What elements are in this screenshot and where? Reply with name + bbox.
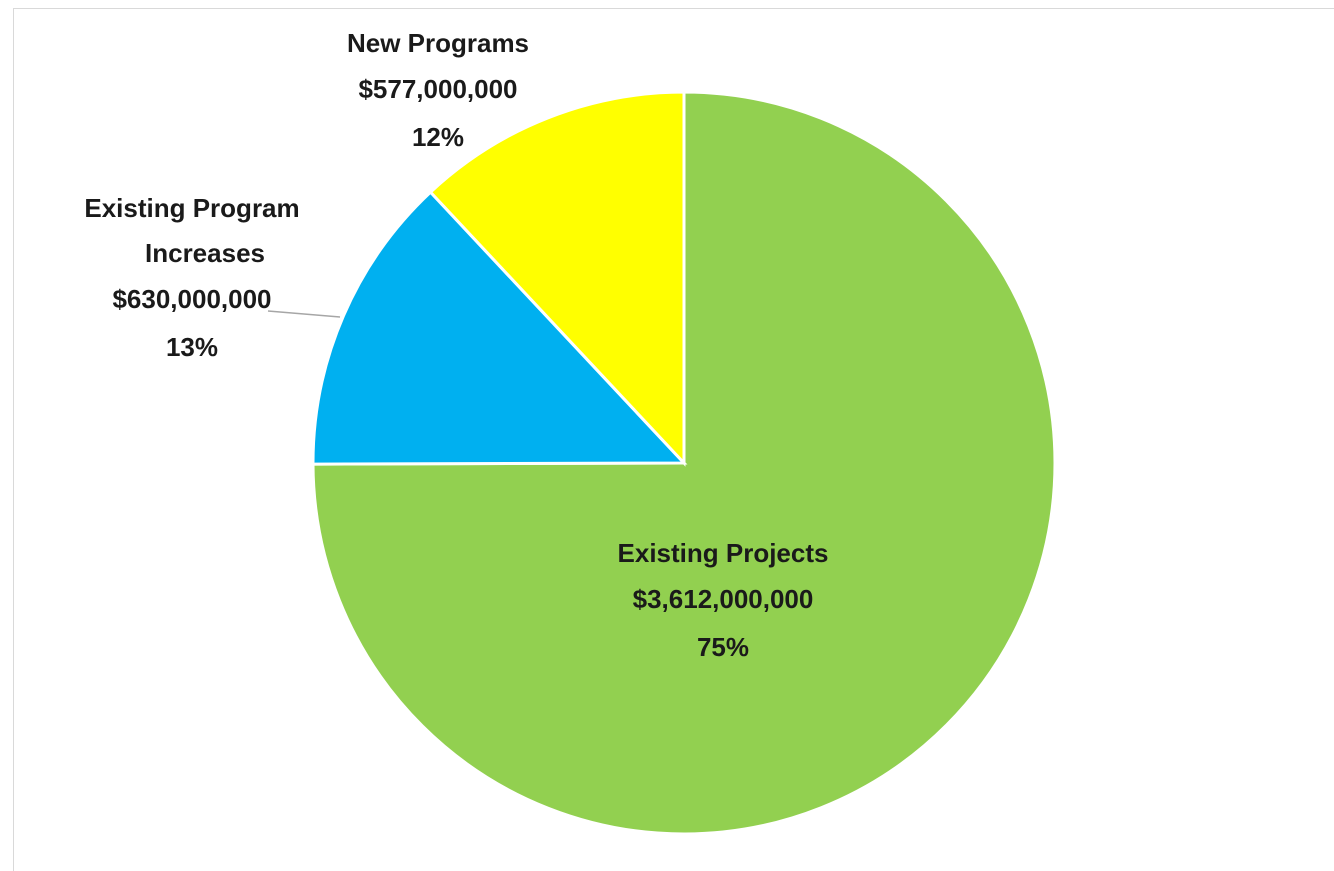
leader-line — [267, 310, 341, 318]
value-label: $3,612,000,000 — [633, 584, 814, 614]
pie-slice — [311, 190, 688, 466]
slice-label: Existing Program Increases — [84, 193, 299, 268]
slice-label: Existing Projects — [618, 538, 829, 568]
pie-slice — [311, 90, 1057, 836]
percentage-label: 12% — [412, 122, 464, 152]
label-line: Increases — [145, 238, 265, 268]
percentage-label: 75% — [697, 632, 749, 662]
chart-border — [13, 8, 1334, 871]
percentage-label: 13% — [166, 332, 218, 362]
value-label: $630,000,000 — [112, 284, 271, 314]
value-label: $577,000,000 — [358, 74, 517, 104]
label-line: Existing Program — [84, 193, 299, 223]
slice-label: New Programs — [347, 28, 529, 58]
slices — [311, 90, 1057, 836]
pie-slice — [428, 90, 686, 467]
